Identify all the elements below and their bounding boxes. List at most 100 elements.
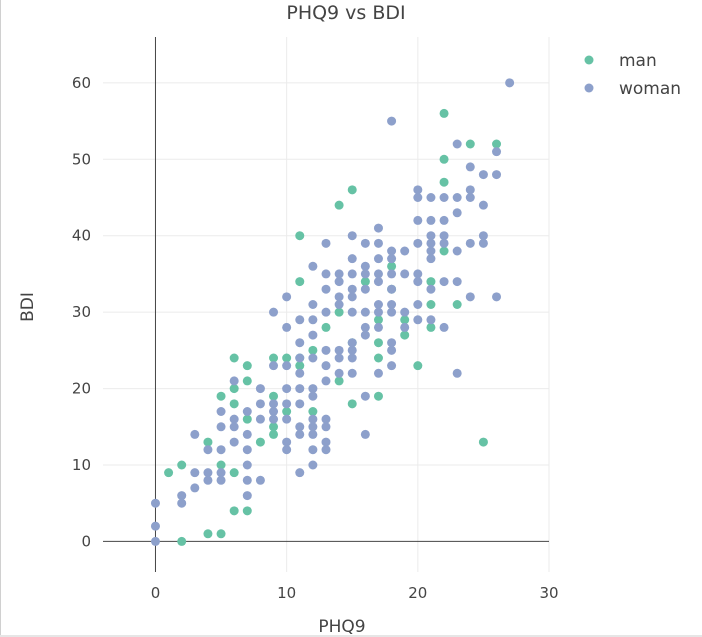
data-point-woman[interactable] [465, 238, 475, 248]
legend[interactable]: man woman [584, 51, 682, 99]
data-point-woman[interactable] [308, 353, 318, 363]
data-point-woman[interactable] [216, 422, 226, 432]
data-point-man[interactable] [308, 345, 318, 355]
data-point-woman[interactable] [413, 277, 423, 287]
data-point-woman[interactable] [308, 391, 318, 401]
data-point-man[interactable] [426, 277, 436, 287]
data-point-man[interactable] [216, 460, 226, 470]
data-point-woman[interactable] [255, 475, 265, 485]
data-point-woman[interactable] [478, 200, 488, 210]
data-point-woman[interactable] [150, 536, 160, 546]
data-point-woman[interactable] [242, 491, 252, 501]
data-point-woman[interactable] [439, 193, 449, 202]
data-point-man[interactable] [242, 506, 252, 516]
data-point-woman[interactable] [150, 498, 160, 508]
data-point-woman[interactable] [308, 300, 318, 309]
data-point-woman[interactable] [334, 353, 344, 363]
data-point-woman[interactable] [347, 307, 357, 317]
data-point-woman[interactable] [269, 414, 279, 424]
data-point-woman[interactable] [373, 269, 383, 279]
data-point-man[interactable] [229, 399, 239, 409]
data-point-man[interactable] [360, 277, 370, 287]
data-point-woman[interactable] [452, 246, 462, 256]
data-point-man[interactable] [347, 399, 357, 409]
data-point-man[interactable] [242, 361, 252, 371]
data-point-woman[interactable] [269, 407, 279, 416]
data-point-man[interactable] [203, 437, 213, 447]
data-point-woman[interactable] [282, 292, 292, 302]
data-point-woman[interactable] [478, 238, 488, 248]
data-point-man[interactable] [269, 422, 279, 432]
data-point-man[interactable] [282, 407, 292, 416]
data-point-man[interactable] [413, 361, 423, 371]
data-point-woman[interactable] [426, 315, 436, 325]
data-point-woman[interactable] [387, 246, 397, 256]
data-point-man[interactable] [387, 261, 397, 271]
data-point-woman[interactable] [229, 437, 239, 447]
data-point-woman[interactable] [308, 384, 318, 394]
data-point-man[interactable] [334, 376, 344, 386]
legend-item-man[interactable]: man [584, 51, 657, 71]
data-point-woman[interactable] [387, 307, 397, 317]
data-point-man[interactable] [216, 529, 226, 539]
data-point-man[interactable] [308, 407, 318, 416]
data-point-man[interactable] [426, 322, 436, 332]
data-point-woman[interactable] [387, 254, 397, 264]
data-point-woman[interactable] [465, 193, 475, 202]
data-point-man[interactable] [255, 437, 265, 447]
data-point-woman[interactable] [400, 322, 410, 332]
data-point-man[interactable] [229, 384, 239, 394]
data-point-woman[interactable] [269, 361, 279, 371]
data-point-woman[interactable] [347, 338, 357, 348]
data-point-woman[interactable] [452, 208, 462, 218]
data-point-woman[interactable] [400, 307, 410, 317]
data-point-woman[interactable] [321, 445, 331, 455]
data-point-woman[interactable] [347, 353, 357, 363]
data-point-man[interactable] [269, 391, 279, 401]
data-point-woman[interactable] [413, 300, 423, 309]
data-point-woman[interactable] [321, 376, 331, 386]
data-point-woman[interactable] [426, 231, 436, 241]
data-point-woman[interactable] [360, 330, 370, 340]
data-point-woman[interactable] [478, 170, 488, 180]
data-point-woman[interactable] [347, 345, 357, 355]
data-point-woman[interactable] [295, 384, 305, 394]
data-point-woman[interactable] [387, 300, 397, 309]
data-point-woman[interactable] [255, 399, 265, 409]
data-point-man[interactable] [229, 353, 239, 363]
data-point-woman[interactable] [413, 193, 423, 202]
data-point-woman[interactable] [242, 407, 252, 416]
data-point-man[interactable] [347, 185, 357, 195]
data-point-man[interactable] [229, 468, 239, 478]
data-point-woman[interactable] [229, 422, 239, 432]
data-point-woman[interactable] [242, 445, 252, 455]
data-point-woman[interactable] [321, 414, 331, 424]
data-point-woman[interactable] [334, 368, 344, 378]
data-point-woman[interactable] [282, 322, 292, 332]
data-point-woman[interactable] [282, 384, 292, 394]
data-point-woman[interactable] [373, 223, 383, 233]
data-point-woman[interactable] [334, 300, 344, 309]
data-point-woman[interactable] [373, 322, 383, 332]
data-point-woman[interactable] [282, 361, 292, 371]
data-point-woman[interactable] [452, 277, 462, 287]
data-point-woman[interactable] [255, 414, 265, 424]
data-point-woman[interactable] [347, 269, 357, 279]
data-point-woman[interactable] [452, 139, 462, 149]
data-point-woman[interactable] [295, 315, 305, 325]
data-point-woman[interactable] [190, 468, 200, 478]
data-point-woman[interactable] [203, 445, 213, 455]
data-point-man[interactable] [373, 315, 383, 325]
data-point-woman[interactable] [308, 330, 318, 340]
data-point-man[interactable] [426, 300, 436, 309]
data-point-woman[interactable] [360, 261, 370, 271]
data-point-woman[interactable] [190, 429, 200, 439]
data-point-woman[interactable] [216, 445, 226, 455]
data-point-man[interactable] [465, 139, 475, 149]
data-point-man[interactable] [242, 376, 252, 386]
data-point-woman[interactable] [321, 422, 331, 432]
data-point-man[interactable] [282, 353, 292, 363]
data-point-woman[interactable] [190, 483, 200, 493]
data-point-woman[interactable] [308, 445, 318, 455]
data-point-woman[interactable] [360, 284, 370, 294]
